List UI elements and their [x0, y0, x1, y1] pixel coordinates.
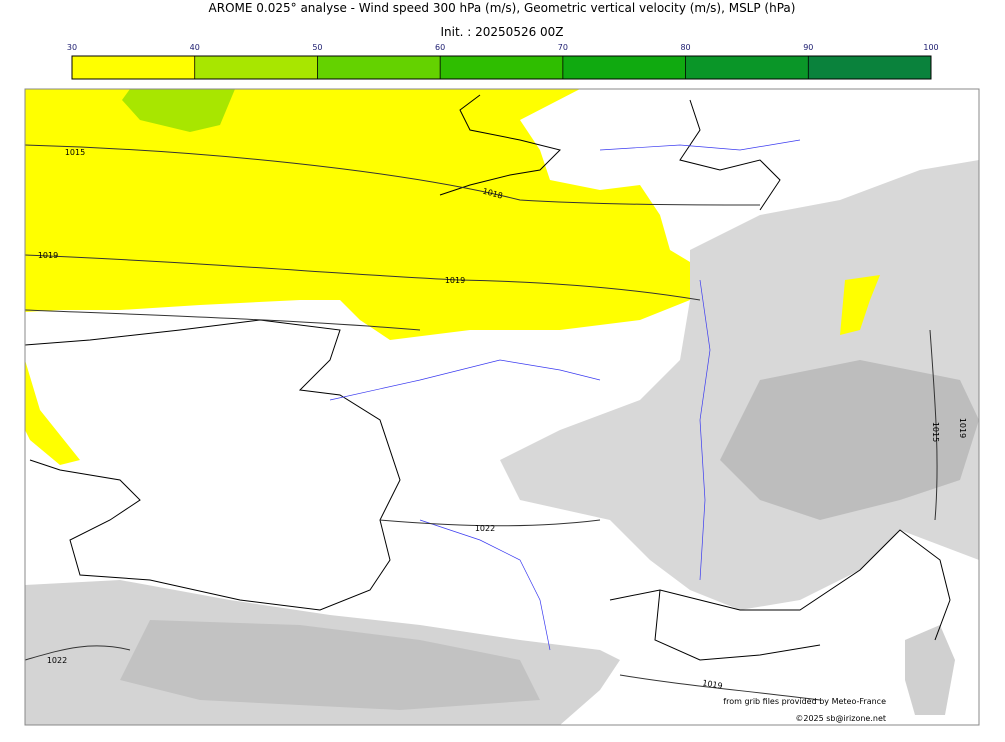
relief — [720, 360, 979, 520]
isobar-label: 1015 — [931, 422, 940, 442]
colorbar-tick-label: 70 — [558, 43, 568, 52]
colorbar: 30 40 50 60 70 80 90 100 — [67, 43, 939, 80]
river — [329, 359, 601, 401]
isobar-label: 1019 — [958, 418, 967, 438]
colorbar-segment — [808, 56, 931, 79]
isobar — [619, 674, 821, 701]
colorbar-segment — [562, 56, 686, 79]
source-credit: from grib files provided by Meteo-France — [723, 697, 886, 706]
map-frame — [24, 88, 980, 726]
wind-area — [25, 360, 80, 465]
isobar-label: 1019 — [38, 251, 58, 260]
isobar — [25, 309, 421, 331]
relief — [905, 625, 955, 715]
coastline — [25, 319, 401, 611]
wind-area — [840, 275, 880, 335]
init-time: Init. : 20250526 00Z — [440, 25, 563, 39]
river — [419, 519, 551, 651]
colorbar-segment — [440, 56, 563, 79]
colorbar-tick-label: 100 — [923, 43, 938, 52]
isobar-label: 1022 — [47, 656, 67, 665]
coastline — [609, 529, 951, 641]
isobar — [25, 144, 761, 206]
isobar-label: 1015 — [65, 148, 85, 157]
isobar — [25, 254, 701, 301]
relief — [120, 620, 540, 710]
wind-area — [25, 89, 690, 340]
colorbar-tick-label: 30 — [67, 43, 77, 52]
isobar — [379, 519, 601, 527]
coastline — [679, 99, 781, 211]
colorbar-tick-label: 40 — [190, 43, 200, 52]
coastline — [654, 589, 821, 661]
colorbar-tick-label: 80 — [680, 43, 690, 52]
isobar-label: 1019 — [702, 678, 724, 690]
copyright: ©2025 sb@irizone.net — [795, 714, 886, 723]
colorbar-segment — [317, 56, 441, 79]
isobar-label: 1022 — [475, 524, 495, 533]
isobar — [929, 329, 938, 521]
colorbar-tick-label: 90 — [803, 43, 813, 52]
title: AROME 0.025° analyse - Wind speed 300 hP… — [209, 1, 796, 15]
coastline — [439, 94, 561, 196]
wind-area — [122, 89, 235, 132]
colorbar-segment — [194, 56, 318, 79]
isobar-label: 1019 — [445, 276, 465, 285]
colorbar-segment — [685, 56, 809, 79]
colorbar-tick-label: 50 — [312, 43, 322, 52]
colorbar-segment — [72, 56, 195, 79]
colorbar-tick-label: 60 — [435, 43, 445, 52]
isobar — [25, 645, 131, 661]
river — [699, 279, 711, 581]
river — [599, 139, 801, 151]
